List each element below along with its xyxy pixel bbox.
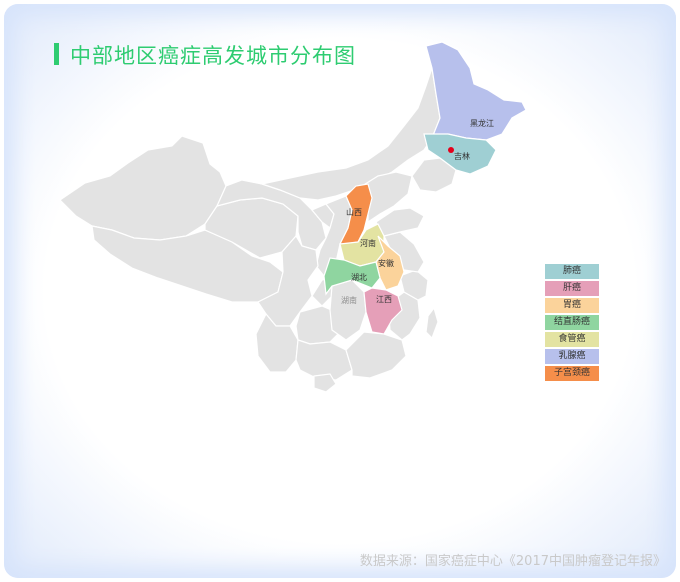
province-guangxi[interactable]	[295, 339, 353, 381]
legend-item-colorectal[interactable]: 结直肠癌	[545, 315, 599, 330]
province-jilin[interactable]	[423, 133, 497, 175]
province-inner-mongolia[interactable]	[259, 67, 441, 201]
legend-item-lung[interactable]: 肺癌	[545, 264, 599, 279]
legend-item-breast[interactable]: 乳腺癌	[545, 349, 599, 364]
province-anhui[interactable]	[375, 235, 405, 291]
province-hunan[interactable]	[329, 279, 367, 341]
map-title: 中部地区癌症高发城市分布图	[70, 44, 356, 68]
label-jilin: 吉林	[454, 151, 470, 161]
cancer-legend: 肺癌 肝癌 胃癌 结直肠癌 食管癌 乳腺癌 子宫颈癌	[545, 264, 599, 383]
legend-item-cervical[interactable]: 子宫颈癌	[545, 366, 599, 381]
city-marker-dot	[448, 147, 454, 153]
label-heilongjiang: 黑龙江	[470, 118, 494, 128]
label-anhui: 安徽	[378, 258, 394, 268]
label-jiangxi: 江西	[376, 295, 392, 304]
label-hubei: 湖北	[351, 273, 367, 282]
province-shandong[interactable]	[375, 207, 425, 237]
legend-item-liver[interactable]: 肝癌	[545, 281, 599, 296]
legend-item-stomach[interactable]: 胃癌	[545, 298, 599, 313]
legend-item-esophagus[interactable]: 食管癌	[545, 332, 599, 347]
province-taiwan[interactable]	[425, 306, 439, 340]
province-heilongjiang[interactable]	[425, 41, 527, 141]
province-guangdong[interactable]	[345, 331, 407, 379]
province-yunnan[interactable]	[255, 312, 299, 373]
title-accent-bar	[54, 43, 59, 65]
province-hubei[interactable]	[323, 257, 381, 296]
province-xinjiang[interactable]	[59, 135, 227, 241]
label-henan: 河南	[360, 238, 376, 248]
province-liaoning[interactable]	[411, 157, 457, 193]
data-source-note: 数据来源：国家癌症中心《2017中国肿瘤登记年报》	[359, 554, 666, 569]
province-shanxi[interactable]	[339, 183, 373, 245]
province-hainan[interactable]	[313, 373, 337, 393]
gray-provinces	[59, 67, 457, 393]
label-shanxi: 山西	[346, 207, 362, 217]
province-jiangxi[interactable]	[363, 287, 403, 335]
label-hunan: 湖南	[341, 295, 357, 305]
